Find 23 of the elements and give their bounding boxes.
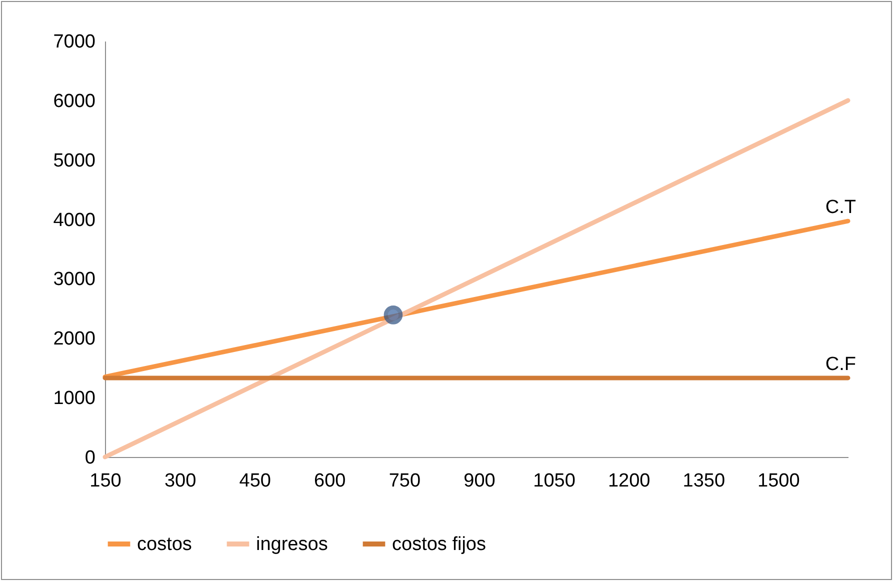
x-tick-label: 750 <box>388 470 421 492</box>
y-tick-label: 6000 <box>53 90 96 112</box>
x-tick-label: 1200 <box>608 470 650 492</box>
annotation: C.T <box>825 197 856 218</box>
x-tick-label: 900 <box>464 470 496 492</box>
y-tick-label: 7000 <box>53 32 96 52</box>
annotation: C.F <box>825 354 856 375</box>
y-tick-label: 0 <box>84 448 96 468</box>
y-tick-label: 2000 <box>53 328 96 350</box>
x-tick-label: 150 <box>90 470 122 492</box>
legend-label: ingresos <box>256 534 328 555</box>
x-tick-label: 1350 <box>682 470 726 492</box>
y-tick-label: 4000 <box>53 210 96 231</box>
x-tick-label: 600 <box>314 470 346 492</box>
x-tick-label: 1050 <box>533 470 576 492</box>
legend-label: costos <box>137 534 192 555</box>
y-tick-label: 1000 <box>53 388 96 410</box>
y-tick-label: 5000 <box>53 150 96 172</box>
x-tick-label: 1500 <box>758 470 800 492</box>
x-tick-label: 450 <box>239 470 271 492</box>
y-tick-label: 3000 <box>53 269 96 290</box>
x-tick-label: 300 <box>164 470 196 492</box>
legend-label: costos fijos <box>392 534 486 555</box>
